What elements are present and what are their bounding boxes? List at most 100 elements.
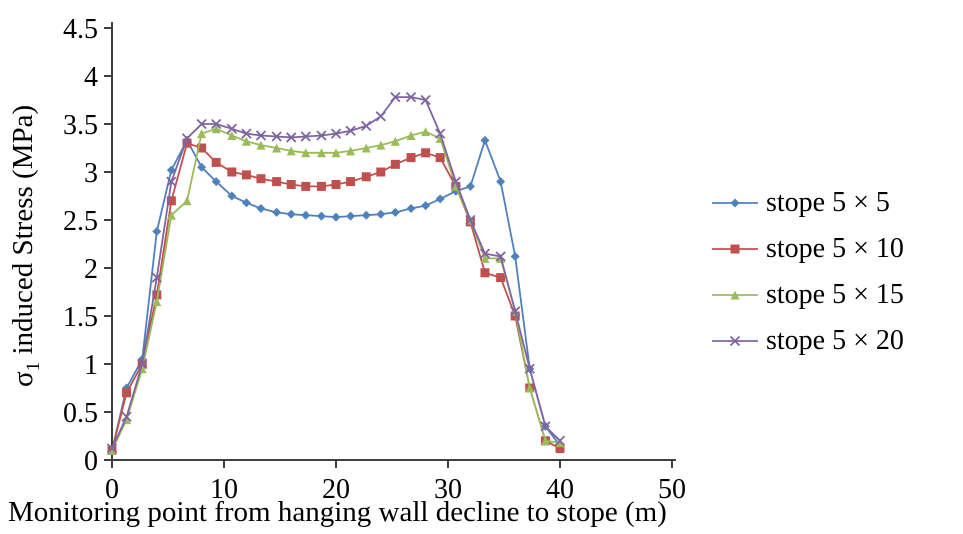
- y-tick-label: 4: [84, 62, 98, 93]
- marker-diamond-icon: [730, 198, 740, 207]
- x-tick-label: 50: [658, 474, 686, 505]
- marker-diamond-icon: [166, 165, 176, 175]
- marker-diamond-icon: [286, 209, 296, 219]
- series-stope-5-15: [107, 124, 565, 455]
- marker-x-icon: [137, 358, 148, 370]
- marker-x-icon: [151, 272, 162, 283]
- marker-square-icon: [122, 388, 132, 398]
- x-tick-label: 40: [546, 474, 574, 505]
- marker-square-icon: [211, 157, 221, 167]
- marker-x-icon: [729, 335, 741, 346]
- marker-triangle-icon: [152, 297, 162, 307]
- marker-diamond-icon: [316, 211, 326, 221]
- marker-triangle-icon: [182, 196, 192, 206]
- series-line-stope-5-10: [111, 142, 561, 451]
- marker-x-icon: [300, 131, 311, 142]
- marker-x-icon: [479, 248, 491, 259]
- marker-square-icon: [406, 153, 416, 163]
- marker-diamond-icon: [272, 207, 282, 217]
- marker-diamond-icon: [152, 227, 162, 237]
- x-tick-label: 0: [105, 474, 119, 505]
- marker-square-icon: [480, 268, 490, 278]
- marker-x-icon: [554, 435, 566, 446]
- marker-triangle-icon: [316, 148, 326, 158]
- marker-triangle-icon: [390, 136, 400, 146]
- marker-x-icon: [106, 443, 118, 454]
- marker-diamond-icon: [211, 177, 221, 187]
- marker-x-icon: [271, 131, 282, 142]
- marker-x-icon: [405, 91, 417, 103]
- x-tick-label: 10: [210, 474, 238, 505]
- marker-x-icon: [345, 125, 356, 136]
- legend-key-diamond-icon: [712, 198, 758, 207]
- y-axis-title-subscript: 1: [22, 361, 44, 372]
- marker-diamond-icon: [301, 210, 311, 220]
- marker-diamond-icon: [241, 198, 251, 208]
- marker-square-icon: [241, 170, 251, 180]
- marker-triangle-icon: [256, 140, 266, 150]
- y-axis-title: σ1 induced Stress (MPa): [7, 26, 45, 466]
- marker-square-icon: [361, 172, 371, 182]
- marker-x-icon: [510, 306, 521, 317]
- marker-triangle-icon: [421, 127, 431, 137]
- marker-x-icon: [540, 421, 551, 432]
- marker-square-icon: [346, 177, 356, 187]
- marker-diamond-icon: [227, 191, 237, 201]
- marker-x-icon: [196, 118, 207, 130]
- y-tick-label: 1.5: [63, 302, 98, 333]
- marker-x-icon: [241, 128, 252, 139]
- marker-triangle-icon: [376, 140, 386, 150]
- series-stope-5-20: [106, 91, 566, 454]
- marker-x-icon: [435, 128, 446, 139]
- marker-diamond-icon: [361, 210, 371, 220]
- legend-label: stope 5 × 5: [766, 186, 890, 218]
- marker-square-icon: [555, 443, 565, 453]
- marker-x-icon: [166, 176, 177, 187]
- marker-square-icon: [390, 159, 400, 169]
- y-tick-label: 2.5: [63, 206, 98, 237]
- marker-triangle-icon: [227, 131, 237, 141]
- marker-triangle-icon: [272, 143, 282, 153]
- legend: stope 5 × 5 stope 5 × 10 stope 5 × 15 st…: [712, 186, 904, 357]
- marker-diamond-icon: [390, 207, 400, 217]
- marker-diamond-icon: [376, 209, 386, 219]
- x-tick-label: 20: [322, 474, 350, 505]
- series-line-stope-5-15: [111, 127, 561, 451]
- marker-square-icon: [376, 167, 386, 177]
- marker-square-icon: [256, 174, 266, 184]
- marker-x-icon: [465, 214, 476, 226]
- marker-triangle-icon: [301, 148, 311, 158]
- marker-square-icon: [496, 273, 506, 283]
- marker-triangle-icon: [286, 146, 296, 156]
- legend-label: stope 5 × 10: [766, 232, 904, 264]
- marker-x-icon: [316, 130, 327, 141]
- marker-diamond-icon: [510, 251, 520, 261]
- x-tick-label: 30: [434, 474, 462, 505]
- marker-square-icon: [331, 179, 341, 189]
- marker-x-icon: [524, 363, 535, 374]
- marker-square-icon: [286, 179, 296, 189]
- y-tick-label: 3.5: [63, 110, 98, 141]
- marker-x-icon: [330, 128, 342, 139]
- marker-diamond-icon: [331, 212, 341, 222]
- legend-key-triangle-icon: [712, 290, 758, 299]
- series-stope-5-10: [107, 138, 565, 455]
- marker-diamond-icon: [256, 203, 266, 213]
- y-tick-label: 2: [84, 254, 98, 285]
- y-axis-title-symbol: σ: [7, 371, 40, 387]
- y-tick-label: 0: [84, 446, 98, 477]
- marker-x-icon: [361, 120, 372, 132]
- marker-triangle-icon: [540, 436, 550, 446]
- legend-item-stope-5x10: stope 5 × 10: [712, 232, 904, 265]
- marker-triangle-icon: [346, 146, 356, 156]
- marker-x-icon: [450, 176, 461, 187]
- marker-diamond-icon: [406, 203, 416, 213]
- legend-key-square-icon: [712, 244, 758, 253]
- marker-x-icon: [390, 91, 401, 103]
- marker-triangle-icon: [331, 148, 341, 158]
- marker-triangle-icon: [241, 136, 251, 146]
- marker-diamond-icon: [197, 162, 207, 172]
- marker-diamond-icon: [421, 201, 431, 211]
